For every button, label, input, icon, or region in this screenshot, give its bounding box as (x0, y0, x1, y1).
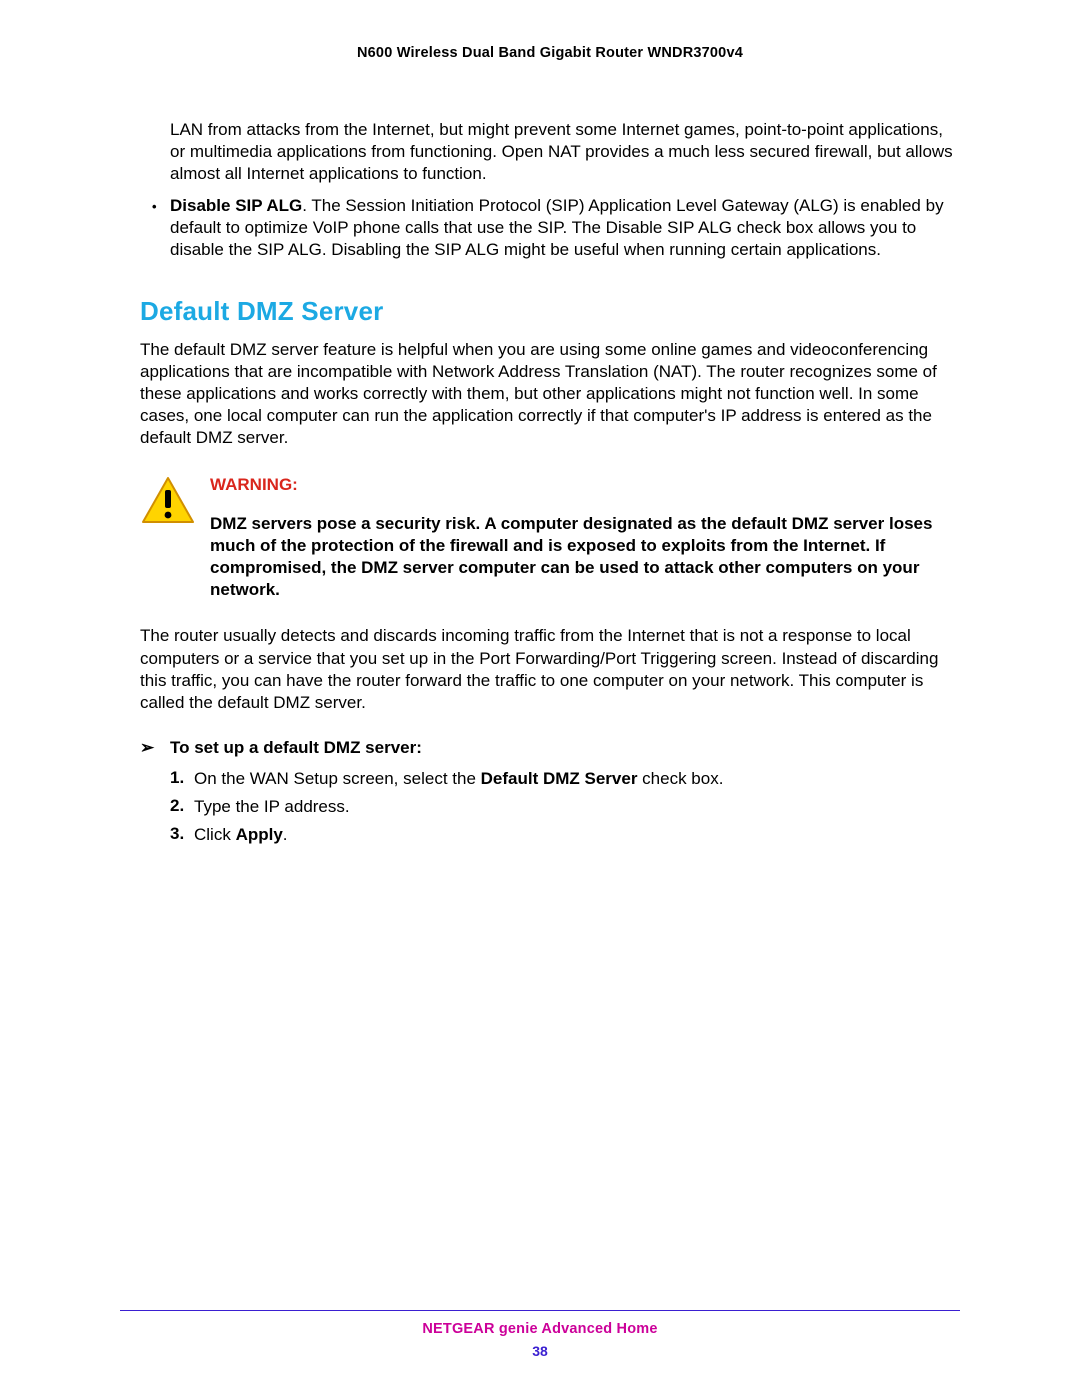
document-page: N600 Wireless Dual Band Gigabit Router W… (0, 0, 1080, 1397)
warning-label: WARNING: (210, 475, 960, 495)
page-footer: NETGEAR genie Advanced Home 38 (120, 1310, 960, 1359)
warning-block: WARNING: DMZ servers pose a security ris… (140, 475, 960, 601)
footer-page-number: 38 (120, 1343, 960, 1359)
warning-triangle-icon (140, 475, 196, 525)
footer-rule (120, 1310, 960, 1311)
bullet-lead-bold: Disable SIP ALG (170, 196, 302, 215)
procedure-arrow-icon: ➢ (140, 738, 170, 758)
step-post: . (283, 825, 288, 844)
procedure-heading: ➢ To set up a default DMZ server: (140, 738, 960, 758)
bullet-dot-icon: • (152, 195, 170, 261)
document-header: N600 Wireless Dual Band Gigabit Router W… (140, 45, 960, 61)
step-number: 1. (170, 768, 194, 790)
step-number: 3. (170, 824, 194, 846)
warning-text-col: WARNING: DMZ servers pose a security ris… (210, 475, 960, 601)
step-post: check box. (637, 769, 723, 788)
warning-icon-col (140, 475, 210, 601)
step-bold: Default DMZ Server (481, 769, 638, 788)
procedure-title: To set up a default DMZ server: (170, 738, 422, 758)
step-text: On the WAN Setup screen, select the Defa… (194, 768, 960, 790)
dmz-detail-paragraph: The router usually detects and discards … (140, 625, 960, 713)
step-pre: Type the IP address. (194, 797, 350, 816)
step-number: 2. (170, 796, 194, 818)
warning-body: DMZ servers pose a security risk. A comp… (210, 513, 960, 601)
step-pre: On the WAN Setup screen, select the (194, 769, 481, 788)
dmz-intro-paragraph: The default DMZ server feature is helpfu… (140, 339, 960, 449)
footer-section-name: NETGEAR genie Advanced Home (120, 1321, 960, 1337)
step-text: Click Apply. (194, 824, 960, 846)
step-bold: Apply (236, 825, 283, 844)
step-pre: Click (194, 825, 236, 844)
section-heading-dmz: Default DMZ Server (140, 296, 960, 327)
procedure-step: 3. Click Apply. (170, 824, 960, 846)
procedure-step: 2. Type the IP address. (170, 796, 960, 818)
step-text: Type the IP address. (194, 796, 960, 818)
continued-paragraph: LAN from attacks from the Internet, but … (170, 119, 960, 185)
procedure-step: 1. On the WAN Setup screen, select the D… (170, 768, 960, 790)
bullet-text: Disable SIP ALG. The Session Initiation … (170, 195, 960, 261)
bullet-item-sip: • Disable SIP ALG. The Session Initiatio… (152, 195, 960, 261)
